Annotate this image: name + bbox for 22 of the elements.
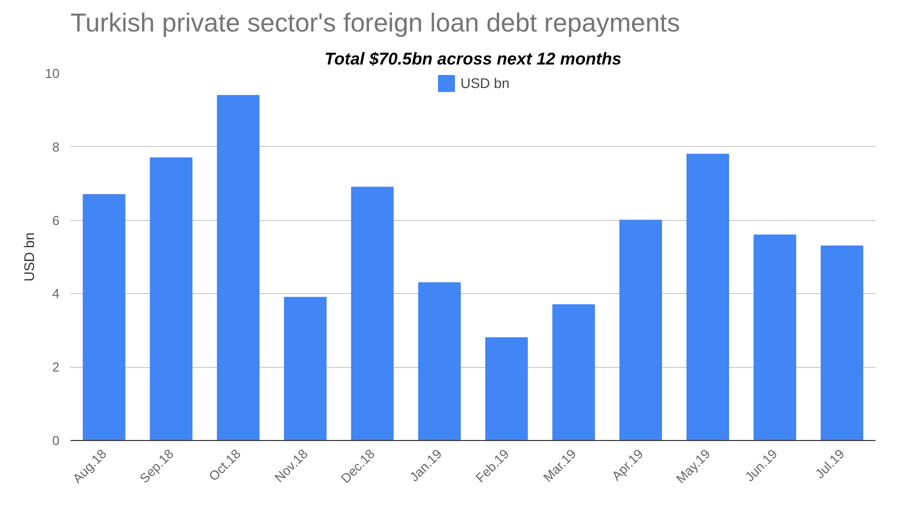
chart-title: Turkish private sector's foreign loan debt repayments bbox=[70, 8, 680, 38]
bar bbox=[754, 234, 796, 440]
bar bbox=[82, 194, 126, 440]
legend-label: USD bn bbox=[460, 75, 510, 91]
bar bbox=[216, 95, 260, 440]
y-tick-label: 8 bbox=[52, 139, 60, 154]
bar bbox=[351, 186, 394, 440]
y-tick-label: 10 bbox=[45, 66, 60, 81]
y-tick-label: 6 bbox=[52, 212, 60, 228]
bar bbox=[820, 245, 864, 440]
chart-subtitle: Total $70.5bn across next 12 months bbox=[324, 50, 622, 68]
y-tick-label: 4 bbox=[52, 286, 60, 302]
bar bbox=[686, 154, 730, 440]
y-tick-label: 2 bbox=[52, 360, 60, 375]
bar bbox=[284, 296, 327, 440]
bar bbox=[552, 304, 595, 440]
bar bbox=[418, 282, 461, 440]
y-tick-label: 0 bbox=[52, 433, 60, 448]
y-axis-title: USD bn bbox=[21, 232, 38, 282]
bar bbox=[150, 157, 192, 440]
bar bbox=[485, 337, 528, 440]
bar bbox=[619, 220, 662, 440]
